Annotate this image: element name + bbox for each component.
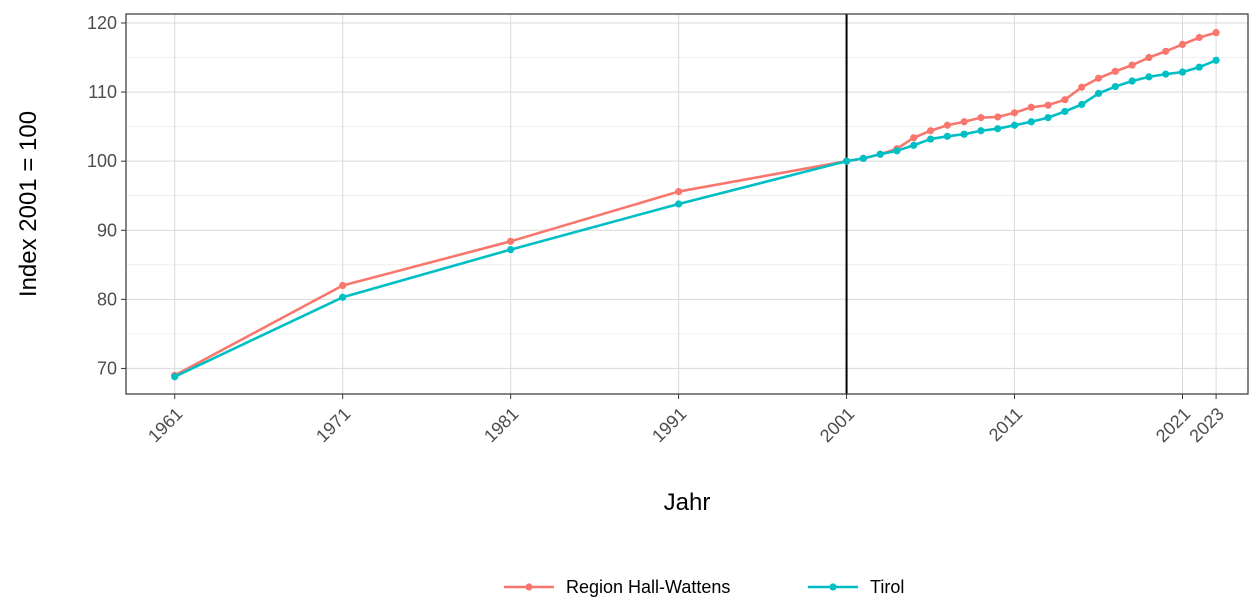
- data-point: [1094, 74, 1103, 82]
- data-point: [675, 187, 683, 196]
- data-point: [1027, 118, 1035, 126]
- legend-key-point: [829, 583, 837, 591]
- data-point: [1178, 40, 1187, 49]
- y-axis-title: Index 2001 = 100: [15, 111, 42, 297]
- data-point: [1195, 33, 1203, 42]
- data-point: [1145, 73, 1153, 81]
- x-tick-label: 1991: [648, 404, 690, 446]
- grid: [126, 14, 1248, 394]
- data-point: [910, 141, 918, 149]
- data-point: [1044, 101, 1052, 109]
- data-point: [1162, 47, 1170, 55]
- data-point: [960, 118, 968, 126]
- data-point: [1178, 68, 1187, 76]
- data-point: [507, 246, 515, 254]
- data-point: [1162, 70, 1170, 78]
- data-point: [339, 293, 347, 301]
- data-point: [1078, 100, 1086, 109]
- y-tick-label: 80: [97, 289, 117, 309]
- series-tirol: [171, 56, 1220, 381]
- data-point: [994, 125, 1002, 133]
- data-point: [859, 154, 867, 162]
- data-point: [1027, 103, 1035, 111]
- data-point: [1044, 114, 1052, 122]
- data-point: [1010, 121, 1019, 129]
- data-point: [1094, 89, 1103, 98]
- data-point: [842, 157, 851, 165]
- data-point: [943, 132, 951, 140]
- data-point: [1212, 29, 1220, 37]
- y-tick-label: 100: [87, 151, 117, 171]
- data-point: [943, 121, 951, 129]
- x-tick-label: 1961: [144, 404, 186, 446]
- data-point: [507, 237, 515, 245]
- data-point: [977, 114, 985, 122]
- y-tick-label: 120: [87, 13, 117, 33]
- data-point: [1010, 109, 1019, 117]
- data-point: [1128, 77, 1136, 85]
- legend: Region Hall-Wattens Tirol: [504, 577, 904, 597]
- data-point: [1061, 107, 1069, 116]
- data-point: [910, 134, 918, 142]
- data-point: [1195, 63, 1203, 71]
- data-point: [1078, 83, 1086, 91]
- x-tick-label: 2001: [816, 404, 858, 446]
- legend-label: Tirol: [870, 577, 904, 597]
- data-point: [994, 113, 1002, 121]
- x-tick-label: 2011: [985, 404, 1027, 446]
- data-point: [926, 127, 935, 135]
- x-tick-label: 2023: [1186, 404, 1228, 446]
- data-point: [1111, 67, 1119, 75]
- data-point: [1061, 96, 1069, 104]
- y-tick-label: 90: [97, 220, 117, 240]
- series-line: [173, 58, 1218, 379]
- data-point: [977, 127, 985, 135]
- legend-label: Region Hall-Wattens: [566, 577, 730, 597]
- data-point: [1128, 61, 1136, 69]
- x-axis-title: Jahr: [664, 489, 711, 516]
- data-point: [926, 135, 935, 143]
- axes: 70 80 90 100 110 120 1961 1971 1981 1991 2001 2011 2…: [87, 13, 1228, 446]
- series-line: [173, 31, 1218, 377]
- series-region-hall-wattens: [171, 29, 1220, 379]
- data-point: [1212, 56, 1220, 64]
- legend-item: Tirol: [808, 577, 904, 597]
- data-point: [339, 281, 347, 290]
- x-tick-label: 1981: [480, 404, 522, 446]
- data-point: [675, 200, 683, 208]
- x-tick-label: 2021: [1152, 404, 1194, 446]
- y-tick-label: 70: [97, 358, 117, 378]
- legend-key-point: [525, 583, 533, 591]
- legend-item: Region Hall-Wattens: [504, 577, 730, 597]
- x-tick-label: 1971: [312, 404, 354, 446]
- data-point: [1145, 53, 1153, 62]
- data-point: [960, 130, 968, 138]
- data-point: [876, 150, 884, 158]
- data-point: [893, 147, 901, 155]
- data-point: [171, 373, 179, 381]
- plot-border: [125, 13, 1249, 395]
- y-tick-label: 110: [88, 82, 117, 102]
- series-group: [171, 29, 1220, 381]
- data-point: [1111, 82, 1119, 91]
